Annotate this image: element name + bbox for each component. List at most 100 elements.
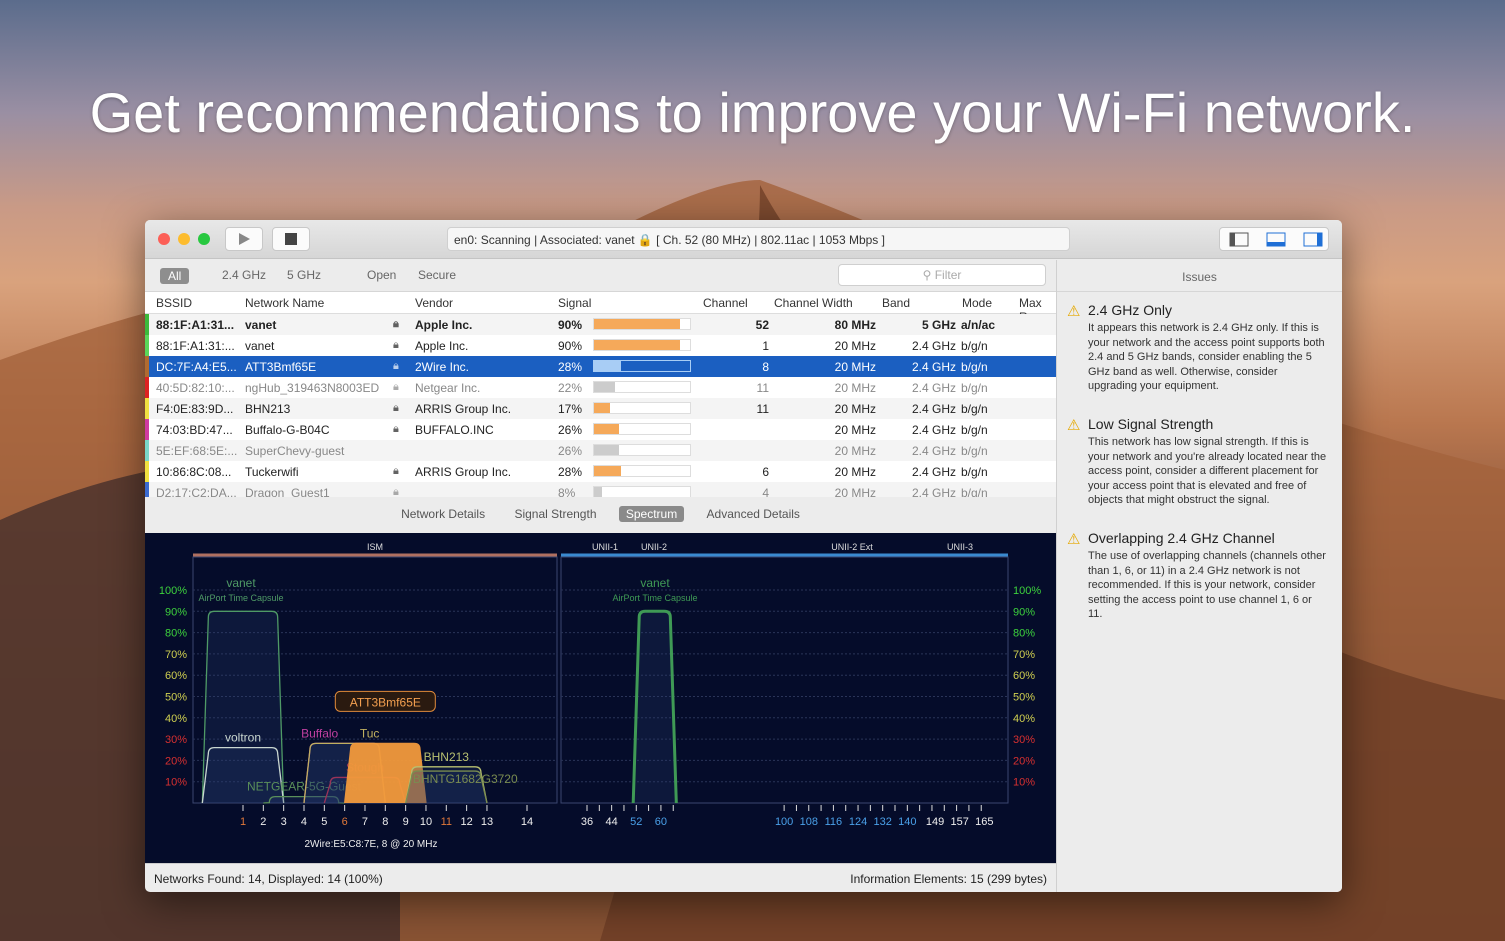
x-tick-label: 52 xyxy=(630,816,642,828)
play-button[interactable] xyxy=(225,227,263,251)
y-tick-label: 40% xyxy=(165,713,187,725)
y-tick-label: 20% xyxy=(1013,755,1035,767)
x-tick-label: 6 xyxy=(342,816,348,828)
cell-channel-width: 20 MHz xyxy=(834,402,876,416)
table-body: 88:1F:A1:31... vanet 🔒︎ Apple Inc. 90% 5… xyxy=(145,314,1056,497)
cell-channel: 11 xyxy=(756,381,769,395)
table-row[interactable]: 88:1F:A1:31:... vanet 🔒︎ Apple Inc. 90% … xyxy=(145,335,1056,356)
x-tick-label: 14 xyxy=(521,816,533,828)
bottom-panel-icon[interactable] xyxy=(1266,232,1286,247)
filter-input[interactable]: ⚲ Filter xyxy=(838,264,1046,286)
table-row[interactable]: D2:17:C2:DA... Dragon_Guest1 🔒︎ 8% 4 20 … xyxy=(145,482,1056,497)
filter-secure[interactable]: Secure xyxy=(418,268,457,282)
table-row[interactable]: 10:86:8C:08... Tuckerwifi 🔒︎ ARRIS Group… xyxy=(145,461,1056,482)
filter-all[interactable]: All xyxy=(160,268,190,284)
table-row[interactable]: DC:7F:A4:E5... ATT3Bmf65E 🔒︎ 2Wire Inc. … xyxy=(145,356,1056,377)
cell-bssid: 88:1F:A1:31... xyxy=(156,318,235,332)
table-row[interactable]: 88:1F:A1:31... vanet 🔒︎ Apple Inc. 90% 5… xyxy=(145,314,1056,335)
cell-channel-width: 80 MHz xyxy=(834,318,876,332)
cell-mode: b/g/n xyxy=(961,360,988,374)
col-bssid[interactable]: BSSID xyxy=(156,296,193,310)
stop-button[interactable] xyxy=(272,227,310,251)
x-tick-label: 60 xyxy=(655,816,667,828)
col-channel[interactable]: Channel xyxy=(703,296,748,310)
cell-signal: 90% xyxy=(558,318,583,332)
x-tick-label: 44 xyxy=(606,816,618,828)
status-bar: Networks Found: 14, Displayed: 14 (100%)… xyxy=(145,863,1056,892)
x-tick-label: 10 xyxy=(420,816,432,828)
y-tick-label: 50% xyxy=(1013,692,1035,704)
col-network-name[interactable]: Network Name xyxy=(245,296,325,310)
network-sublabel: AirPort Time Capsule xyxy=(612,593,697,603)
sidebar-right-icon[interactable] xyxy=(1303,232,1323,247)
cell-channel-width: 20 MHz xyxy=(834,423,876,437)
warning-icon: ⚠ xyxy=(1067,303,1081,320)
signal-bar-fill xyxy=(594,487,602,497)
cell-channel-width: 20 MHz xyxy=(834,465,876,479)
y-tick-label: 50% xyxy=(165,692,187,704)
zoom-button[interactable] xyxy=(198,233,210,245)
close-button[interactable] xyxy=(158,233,170,245)
filter-5ghz[interactable]: 5 GHz xyxy=(287,268,322,282)
detail-tabs: Network Details Signal Strength Spectrum… xyxy=(145,498,1056,531)
cell-network-name: Dragon_Guest1 xyxy=(245,486,330,497)
lock-icon: 🔒︎ xyxy=(393,381,399,393)
tab-network-details[interactable]: Network Details xyxy=(401,507,486,521)
x-tick-label: 108 xyxy=(800,816,818,828)
x-tick-label: 12 xyxy=(461,816,473,828)
filter-placeholder: Filter xyxy=(934,268,962,282)
signal-bar-fill xyxy=(594,361,621,371)
x-tick-label: 7 xyxy=(362,816,368,828)
cell-signal: 26% xyxy=(558,423,583,437)
col-signal[interactable]: Signal xyxy=(558,296,592,310)
col-channel-width[interactable]: Channel Width xyxy=(774,296,853,310)
sidebar-left-icon[interactable] xyxy=(1229,232,1249,247)
minimize-button[interactable] xyxy=(178,233,190,245)
tab-signal-strength[interactable]: Signal Strength xyxy=(514,507,597,521)
network-curve xyxy=(201,746,285,804)
cell-channel-width: 20 MHz xyxy=(834,381,876,395)
table-row[interactable]: 74:03:BD:47... Buffalo-G-B04C 🔒︎ BUFFALO… xyxy=(145,419,1056,440)
warning-icon: ⚠ xyxy=(1067,416,1081,434)
search-icon: ⚲ xyxy=(922,268,935,282)
filter-2.4ghz[interactable]: 2.4 GHz xyxy=(222,268,267,282)
cell-vendor: 2Wire Inc. xyxy=(415,360,470,374)
warning-icon: ⚠ xyxy=(1067,530,1081,548)
filter-bar: All 2.4 GHz 5 GHz Open Secure ⚲ Filter xyxy=(145,260,1056,292)
lock-icon: 🔒︎ xyxy=(393,318,399,330)
y-tick-label: 60% xyxy=(165,670,187,682)
y-tick-label: 30% xyxy=(1013,734,1035,746)
signal-bar xyxy=(593,318,691,330)
cell-channel-width: 20 MHz xyxy=(834,444,876,458)
network-sublabel: AirPort Time Capsule xyxy=(198,593,283,603)
col-vendor[interactable]: Vendor xyxy=(415,296,454,310)
cell-channel: 11 xyxy=(756,402,769,416)
cell-vendor: Netgear Inc. xyxy=(415,381,481,395)
cell-network-name: Buffalo-G-B04C xyxy=(245,423,330,437)
tab-advanced-details[interactable]: Advanced Details xyxy=(706,507,800,521)
table-row[interactable]: 40:5D:82:10:... ngHub_319463N8003ED 🔒︎ N… xyxy=(145,377,1056,398)
cell-vendor: Apple Inc. xyxy=(415,339,469,353)
cell-band: 2.4 GHz xyxy=(911,339,956,353)
lock-icon: 🔒︎ xyxy=(393,465,399,477)
network-curve xyxy=(201,610,285,804)
cell-vendor: ARRIS Group Inc. xyxy=(415,402,512,416)
col-band[interactable]: Band xyxy=(882,296,911,310)
cell-mode: b/g/n xyxy=(961,423,988,437)
cell-signal: 26% xyxy=(558,444,583,458)
tab-spectrum[interactable]: Spectrum xyxy=(618,506,685,522)
signal-bar xyxy=(593,486,691,497)
filter-open[interactable]: Open xyxy=(367,268,397,282)
col-mode[interactable]: Mode xyxy=(962,296,993,310)
issues-title: Issues xyxy=(1057,260,1342,292)
table-row[interactable]: F4:0E:83:9D... BHN213 🔒︎ ARRIS Group Inc… xyxy=(145,398,1056,419)
play-icon xyxy=(239,233,250,245)
table-row[interactable]: 5E:EF:68:5E:... SuperChevy-guest 26% 20 … xyxy=(145,440,1056,461)
cell-channel-width: 20 MHz xyxy=(834,486,876,497)
cell-bssid: 10:86:8C:08... xyxy=(156,465,232,479)
lock-icon: 🔒︎ xyxy=(393,360,399,372)
cell-signal: 8% xyxy=(558,486,576,497)
headline: Get recommendations to improve your Wi-F… xyxy=(89,81,1416,144)
cell-channel: 4 xyxy=(762,486,769,497)
cell-mode: b/g/n xyxy=(961,339,988,353)
